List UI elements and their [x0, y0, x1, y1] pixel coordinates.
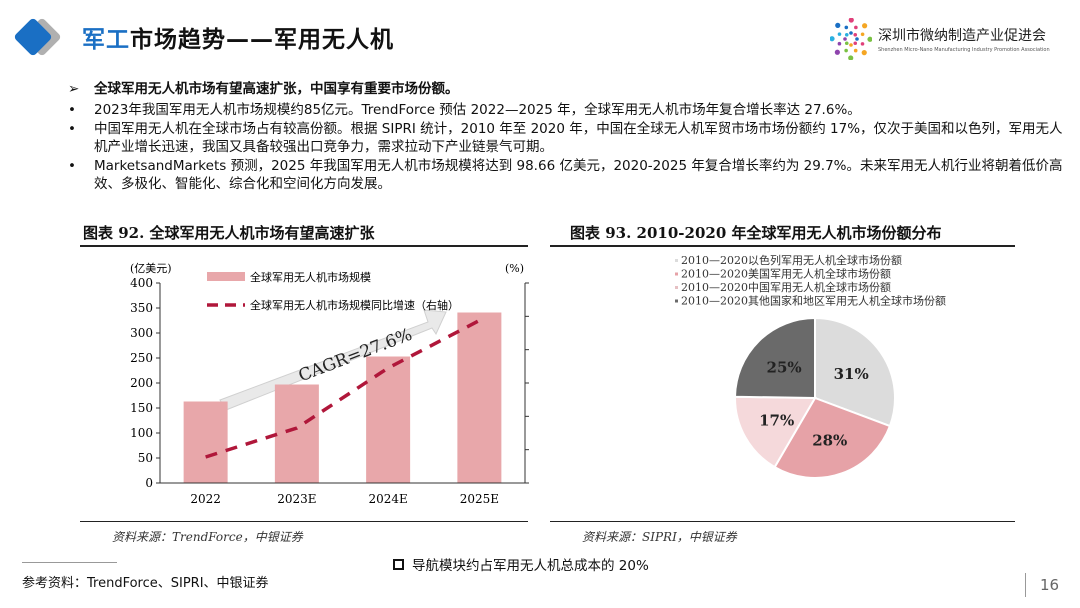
y-tick-label: 200 — [130, 376, 153, 390]
pie-chart-source: 资料来源：SIPRI，中银证券 — [582, 530, 737, 544]
y-tick-label: 0 — [145, 476, 153, 490]
legend-label: 2010—2020其他国家和地区军用无人机全球市场份额 — [681, 294, 946, 308]
pie-slice-label: 31% — [834, 365, 869, 383]
y-tick-label: 100 — [130, 426, 153, 440]
bar-chart: CAGR=27.6%2022 2023E 2024E 2025E05010015020… — [130, 262, 529, 506]
bullet-marker: ➢ — [68, 81, 80, 97]
legend-label: 2010—2020中国军用无人机全球市场份额 — [681, 280, 891, 294]
title-accent: 军工 — [82, 27, 130, 53]
legend-label: 2010—2020美国军用无人机全球市场份额 — [681, 267, 891, 281]
bullet-list: ➢ 全球军用无人机市场有望高速扩张，中国享有重要市场份额。 • 2023年我国军用无人… — [68, 80, 1068, 194]
pie-slice — [734, 395, 817, 469]
bullet-text: 全球军用无人机市场有望高速扩张，中国享有重要市场份额。 — [94, 81, 459, 97]
references: 参考资料：TrendForce、SIPRI、中银证券 — [22, 576, 269, 591]
y2-axis-label: (%) — [505, 262, 524, 275]
note: 导航模块约占军用无人机总成本的 20% — [393, 554, 649, 574]
y-tick-label: 350 — [130, 301, 153, 315]
y-tick-label: 300 — [130, 326, 153, 340]
legend-swatch — [675, 272, 678, 276]
org-name-en: Shenzhen Micro-Nano Manufacturing Indust… — [878, 47, 1050, 53]
x-tick-label: 2025E — [460, 492, 499, 506]
bullet-item: ➢ 全球军用无人机市场有望高速扩张，中国享有重要市场份额。 — [68, 80, 1068, 98]
y-tick-label: 250 — [130, 351, 153, 365]
bar — [366, 356, 411, 483]
bar — [274, 384, 319, 483]
y-tick-label: 50 — [138, 451, 153, 465]
chart-bottom-rule — [550, 521, 1015, 522]
bar — [457, 312, 502, 483]
bullet-marker: • — [68, 121, 76, 137]
legend-label: 全球军用无人机市场规模 — [250, 270, 371, 284]
pie-slice-label: 17% — [759, 412, 794, 430]
reference-divider — [22, 562, 117, 563]
bullet-marker: • — [68, 102, 76, 118]
chart-title-rule — [80, 245, 528, 247]
y-axis-label: (亿美元) — [130, 262, 172, 275]
pie-slice — [733, 316, 816, 400]
pie-slice — [814, 316, 896, 428]
legend-swatch — [675, 286, 678, 289]
title-rest: 市场趋势——军用无人机 — [130, 27, 394, 53]
legend-swatch-bar — [207, 272, 245, 281]
bullet-text: MarketsandMarkets 预测，2025 年我国军用无人机市场规模将达… — [94, 158, 1063, 192]
bar — [183, 401, 228, 483]
y-tick-label: 150 — [130, 401, 153, 415]
bullet-text: 2023年我国军用无人机市场规模约85亿元。TrendForce 预估 2022… — [94, 102, 861, 118]
checkbox-square-icon — [393, 558, 404, 570]
bullet-marker: • — [68, 158, 76, 174]
pie-chart-title: 图表 93. 2010-2020 年全球军用无人机市场份额分布 — [570, 224, 942, 242]
pie-slice-label: 28% — [812, 431, 847, 449]
bullet-item: • 2023年我国军用无人机市场规模约85亿元。TrendForce 预估 202… — [68, 101, 1068, 119]
org-logo-icon — [830, 18, 872, 60]
logo-diamond-icon — [14, 18, 61, 56]
x-tick-label: 2023E — [277, 492, 316, 506]
page-number-divider — [1025, 573, 1026, 597]
page-number: 16 — [1040, 576, 1060, 594]
org-logo: 深圳市微纳制造产业促进会 Shenzhen Micro-Nano Manufac… — [830, 18, 1050, 60]
legend-label: 2010—2020以色列军用无人机全球市场份额 — [681, 253, 902, 267]
bullet-text: 中国军用无人机在全球市场占有较高份额。根据 SIPRI 统计，2010 年至 2… — [94, 121, 1063, 155]
bullet-item: • MarketsandMarkets 预测，2025 年我国军用无人机市场规模将… — [68, 157, 1068, 193]
x-tick-label: 2022 — [190, 492, 221, 506]
pie-slice-label: 25% — [767, 359, 802, 377]
page-title: 军工市场趋势——军用无人机 — [82, 20, 394, 54]
note-text: 导航模块约占军用无人机总成本的 20% — [412, 558, 649, 574]
pie-chart: 2010—2020以色列军用无人机全球市场份额2010—2020美国军用无人机全… — [675, 253, 946, 479]
bar-chart-title: 图表 92. 全球军用无人机市场有望高速扩张 — [83, 224, 375, 242]
bar-chart-source: 资料来源：TrendForce，中银证券 — [112, 530, 303, 544]
chart-title-rule — [550, 245, 1015, 247]
bullet-item: • 中国军用无人机在全球市场占有较高份额。根据 SIPRI 统计，2010 年至 … — [68, 120, 1068, 156]
x-tick-label: 2024E — [368, 492, 407, 506]
growth-line — [205, 318, 481, 459]
legend-swatch — [675, 299, 678, 303]
legend-swatch — [675, 259, 678, 262]
legend-label: 全球军用无人机市场规模同比增速（右轴） — [250, 298, 459, 312]
y-tick-label: 400 — [130, 276, 153, 290]
org-name-cn: 深圳市微纳制造产业促进会 — [878, 28, 1046, 44]
chart-bottom-rule — [80, 521, 528, 522]
